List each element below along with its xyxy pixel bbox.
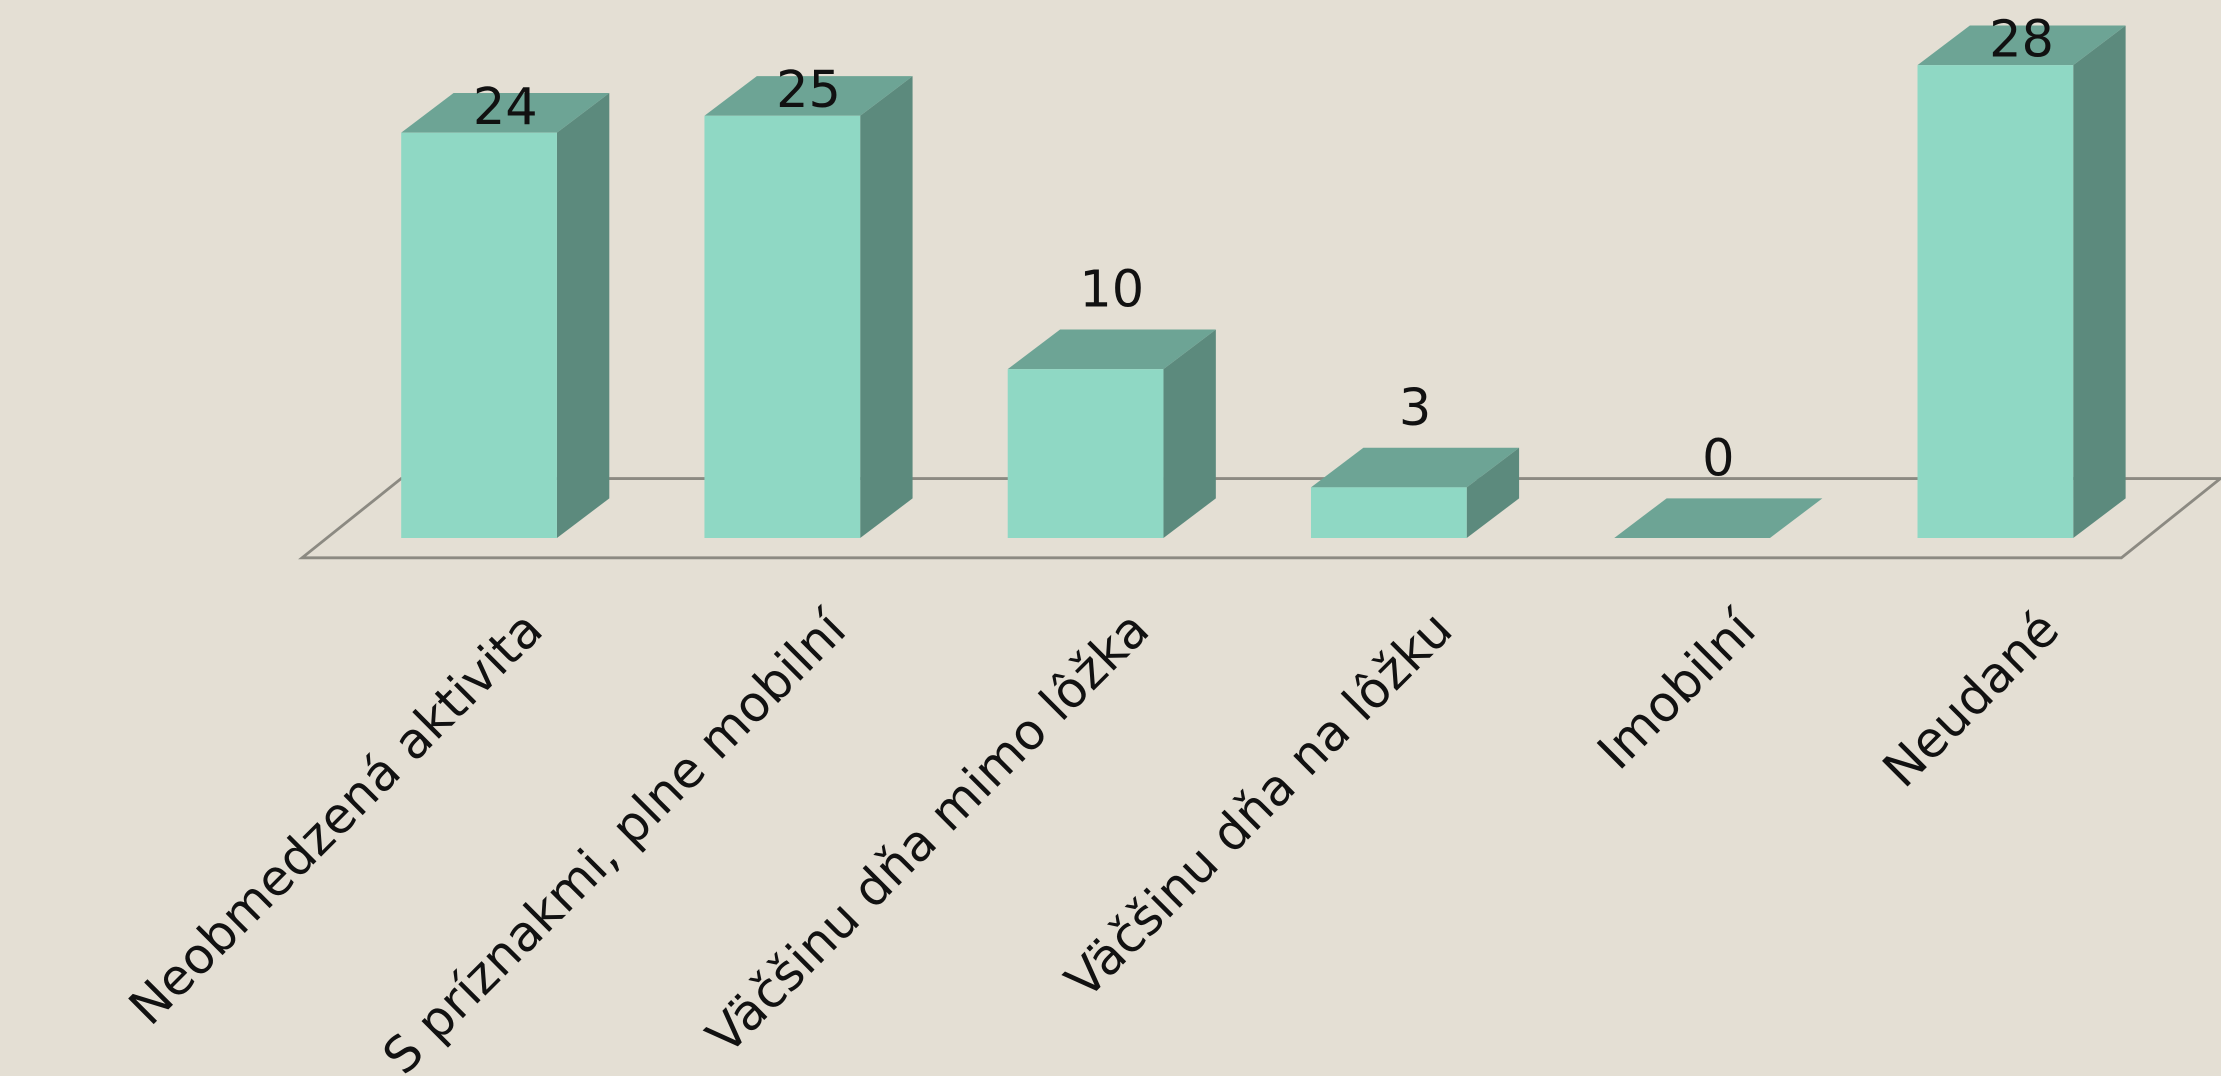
bar (704, 115, 861, 538)
value-label: 28 (1989, 10, 2054, 69)
value-label: 0 (1702, 430, 1734, 489)
value-label: 10 (1079, 261, 1144, 320)
bar (1310, 487, 1467, 538)
bar-side (860, 76, 913, 539)
bar-side (556, 93, 610, 538)
bar-top (1007, 329, 1216, 370)
value-label: 3 (1399, 379, 1431, 438)
floor (298, 477, 2221, 560)
bar-side (1466, 447, 1520, 538)
bar-top (1614, 498, 1823, 538)
bar (1007, 369, 1164, 538)
bar-top (1310, 447, 1520, 488)
bar-top (1917, 25, 2126, 66)
bar (1917, 65, 2074, 538)
bar-side (1163, 329, 1216, 538)
value-label: 24 (473, 78, 538, 137)
bar (401, 132, 557, 539)
bar-top (401, 93, 610, 133)
value-label: 25 (776, 61, 841, 120)
bar-top (704, 76, 913, 116)
bar-side (2073, 25, 2126, 539)
